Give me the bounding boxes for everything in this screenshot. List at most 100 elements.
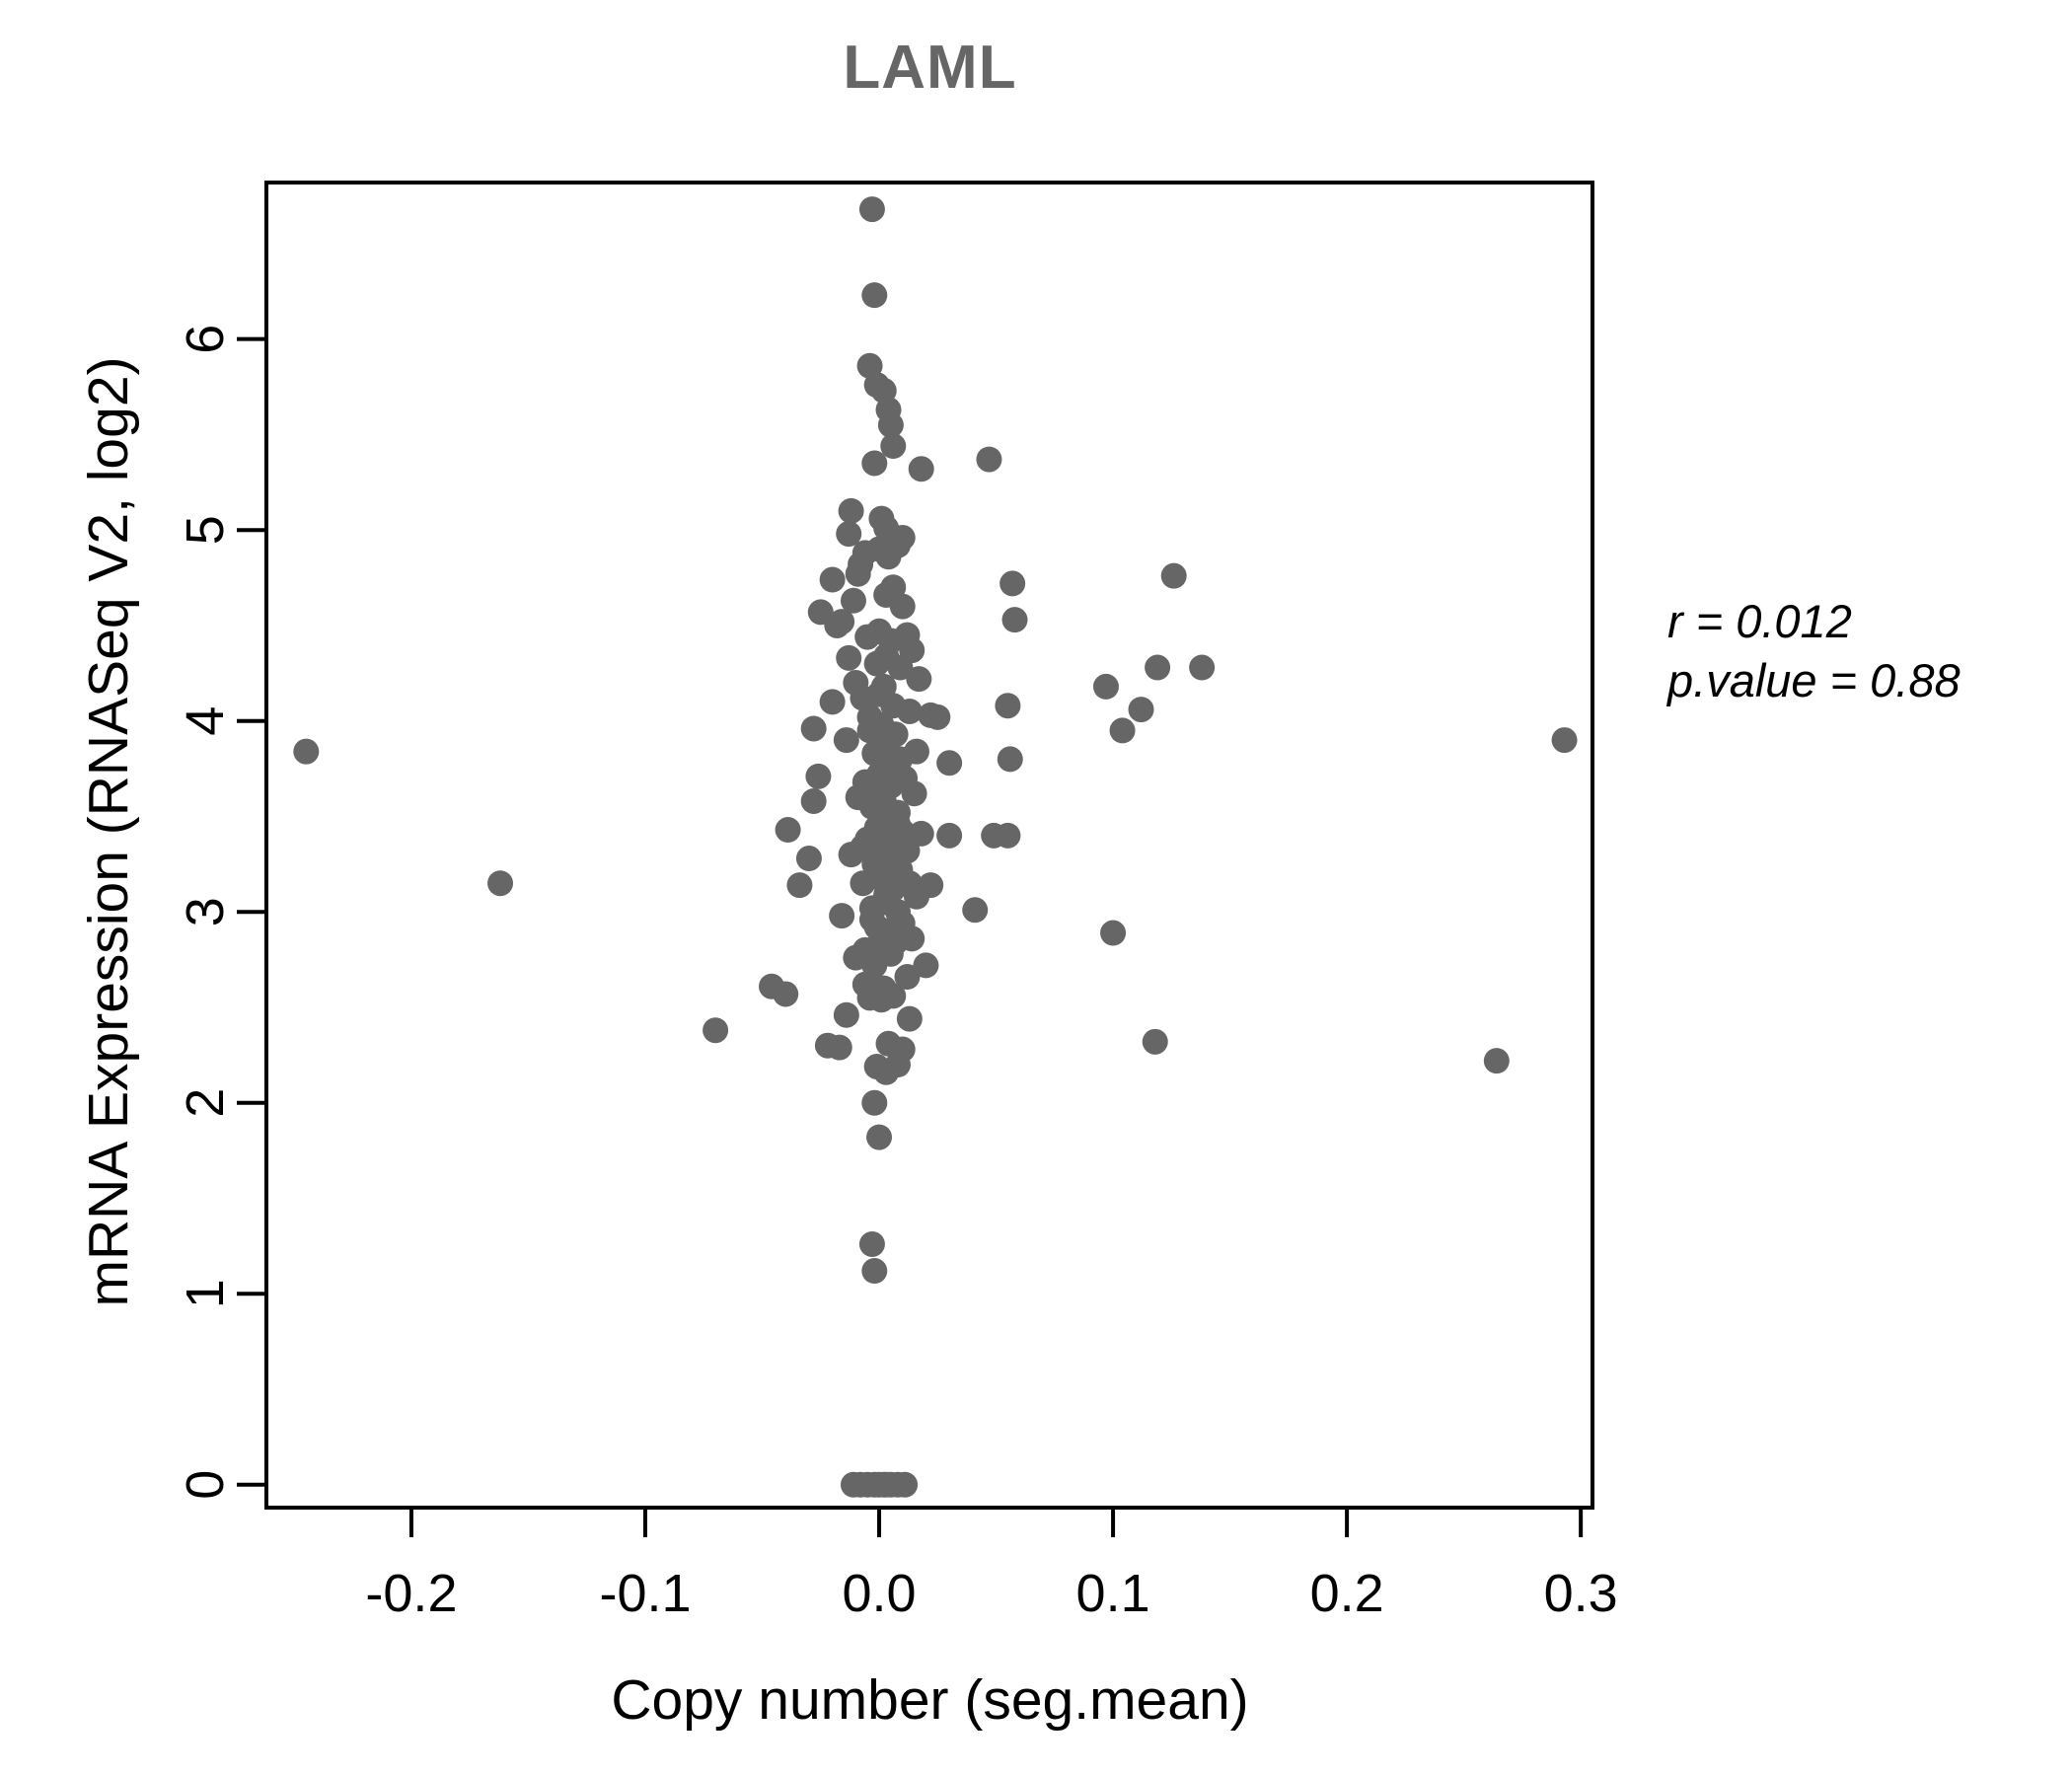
data-point (838, 497, 864, 524)
data-point (1551, 727, 1578, 754)
data-point (1109, 717, 1136, 744)
data-point (885, 1052, 911, 1078)
x-tick-label: 0.3 (1544, 1564, 1618, 1623)
data-point (877, 411, 904, 438)
data-point (829, 903, 855, 929)
data-point (858, 906, 885, 932)
data-point (894, 964, 921, 991)
data-point (1483, 1048, 1510, 1074)
data-point (858, 1230, 885, 1257)
data-point (800, 787, 827, 814)
data-point (875, 860, 902, 887)
data-point (826, 1034, 852, 1061)
data-point (856, 703, 883, 730)
data-point (833, 1001, 859, 1028)
data-point (836, 521, 862, 548)
y-axis-title: mRNA Expression (RNASeq V2, log2) (77, 356, 140, 1307)
data-point (861, 282, 888, 309)
data-point (913, 952, 939, 979)
data-point (843, 670, 869, 697)
data-point (800, 715, 827, 742)
data-point (833, 727, 859, 754)
data-point (903, 883, 929, 910)
data-point (1189, 654, 1216, 681)
data-point (840, 587, 866, 614)
data-point (868, 987, 895, 1013)
y-tick-label: 5 (176, 515, 235, 545)
data-point (866, 1124, 893, 1150)
plot-frame (264, 181, 1594, 1510)
data-point (999, 570, 1026, 597)
data-point (1128, 697, 1154, 723)
correlation-value: r = 0.012 (1667, 595, 1852, 647)
data-point (786, 872, 813, 899)
data-point (896, 1005, 923, 1032)
data-point (906, 666, 932, 693)
data-point (1100, 920, 1127, 946)
y-tick-label: 2 (176, 1088, 235, 1118)
x-axis: -0.2 -0.1 0.0 0.1 0.2 0.3 (365, 1508, 1618, 1623)
data-point (901, 780, 927, 807)
data-point (795, 846, 822, 872)
x-tick-label: 0.0 (842, 1564, 916, 1623)
data-point (870, 673, 897, 700)
data-point (925, 703, 951, 730)
statistics-annotation: r = 0.012 p.value = 0.88 (1667, 592, 1961, 710)
pvalue-text: p.value = 0.88 (1667, 654, 1961, 707)
data-point (908, 456, 934, 482)
data-point (899, 637, 925, 664)
x-tick-label: 0.1 (1076, 1564, 1150, 1623)
data-point (861, 1258, 888, 1285)
data-point (995, 693, 1021, 719)
x-tick-label: -0.2 (365, 1564, 457, 1623)
data-point (873, 881, 900, 908)
data-point (848, 552, 874, 578)
data-point (962, 897, 989, 924)
data-point (976, 446, 1002, 473)
data-point (487, 870, 514, 897)
y-tick-label: 4 (176, 706, 235, 736)
y-tick-label: 0 (176, 1470, 235, 1500)
data-point (892, 1471, 919, 1498)
data-point (1160, 562, 1187, 589)
x-tick-label: 0.2 (1310, 1564, 1384, 1623)
data-point (896, 699, 923, 725)
data-point (885, 811, 911, 838)
data-point (936, 750, 963, 777)
x-tick-label: -0.1 (599, 1564, 691, 1623)
data-point (880, 574, 907, 601)
data-point (293, 738, 320, 765)
data-point (868, 727, 895, 754)
data-point (1142, 1028, 1168, 1055)
data-point (889, 593, 916, 620)
data-point (843, 944, 869, 971)
data-point (936, 822, 963, 849)
data-points-layer (293, 196, 1578, 1498)
data-point (836, 644, 862, 671)
data-point (861, 450, 888, 477)
data-point (858, 196, 885, 223)
data-point (773, 981, 799, 1007)
data-point (894, 838, 921, 864)
data-point (824, 612, 851, 638)
y-axis: 0 1 2 3 4 5 6 (176, 325, 266, 1500)
data-point (873, 1471, 900, 1498)
data-point (703, 1017, 729, 1044)
y-tick-label: 6 (176, 325, 235, 354)
data-point (1145, 654, 1171, 681)
data-point (819, 566, 846, 593)
data-point (861, 1089, 888, 1116)
data-point (775, 817, 801, 844)
data-point (1092, 673, 1119, 700)
x-axis-title: Copy number (seg.mean) (611, 1668, 1249, 1732)
data-point (805, 763, 832, 789)
data-point (854, 780, 881, 807)
data-point (880, 433, 907, 460)
data-point (995, 822, 1021, 849)
data-point (880, 754, 907, 780)
data-point (903, 738, 929, 765)
data-point (997, 746, 1023, 773)
page-title: LAML (843, 34, 1017, 102)
